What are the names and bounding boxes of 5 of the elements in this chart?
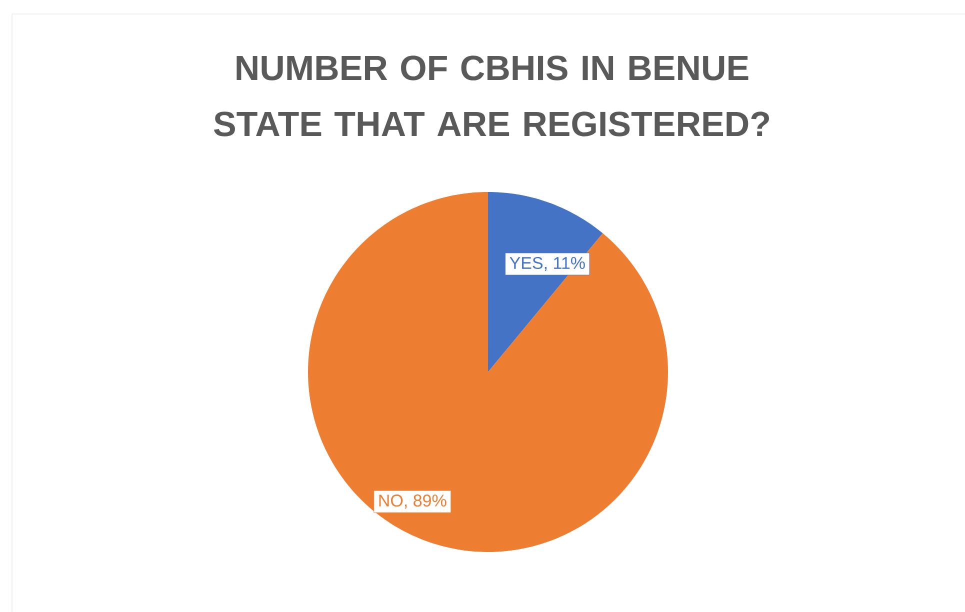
- slice-label: NO: [379, 494, 403, 507]
- data-label: , 89%: [404, 494, 446, 509]
- slice-label: YES: [510, 256, 543, 270]
- data-label: , 11%: [544, 257, 585, 272]
- chart-title: NUMBER OF CBHIS IN BENUE STATE THAT ARE REGISTERED?: [214, 56, 769, 136]
